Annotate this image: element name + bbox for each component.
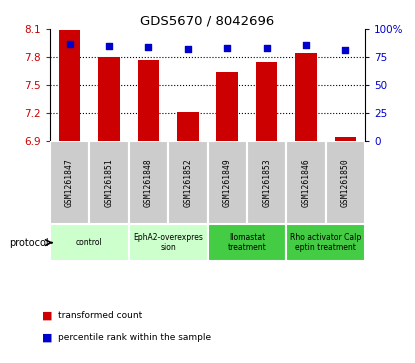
Text: control: control xyxy=(76,238,103,247)
Point xyxy=(105,43,112,49)
Point xyxy=(145,44,152,50)
Text: GSM1261852: GSM1261852 xyxy=(183,158,192,207)
Text: GSM1261847: GSM1261847 xyxy=(65,158,74,207)
Text: GSM1261846: GSM1261846 xyxy=(302,158,310,207)
FancyBboxPatch shape xyxy=(129,224,208,261)
FancyBboxPatch shape xyxy=(50,224,129,261)
Bar xyxy=(334,137,356,142)
FancyBboxPatch shape xyxy=(247,142,286,224)
FancyBboxPatch shape xyxy=(286,142,326,224)
Text: GSM1261851: GSM1261851 xyxy=(105,158,113,207)
Title: GDS5670 / 8042696: GDS5670 / 8042696 xyxy=(140,15,275,28)
FancyBboxPatch shape xyxy=(89,142,129,224)
Point xyxy=(264,45,270,51)
Text: ■: ■ xyxy=(42,333,52,343)
FancyBboxPatch shape xyxy=(168,142,208,224)
FancyBboxPatch shape xyxy=(129,142,168,224)
Bar xyxy=(137,60,159,142)
Text: GSM1261853: GSM1261853 xyxy=(262,158,271,207)
Bar xyxy=(177,113,199,142)
Text: percentile rank within the sample: percentile rank within the sample xyxy=(58,333,211,342)
FancyBboxPatch shape xyxy=(286,224,365,261)
Point xyxy=(303,42,309,48)
FancyBboxPatch shape xyxy=(208,224,286,261)
Bar xyxy=(256,62,278,142)
Text: transformed count: transformed count xyxy=(58,311,142,320)
Text: protocol: protocol xyxy=(10,238,49,248)
FancyBboxPatch shape xyxy=(50,142,89,224)
Text: ■: ■ xyxy=(42,311,52,321)
Text: GSM1261848: GSM1261848 xyxy=(144,158,153,207)
Text: EphA2-overexpres
sion: EphA2-overexpres sion xyxy=(133,233,203,252)
Point xyxy=(342,48,349,53)
Bar xyxy=(98,57,120,142)
Text: GSM1261849: GSM1261849 xyxy=(223,158,232,207)
FancyBboxPatch shape xyxy=(326,142,365,224)
Text: GSM1261850: GSM1261850 xyxy=(341,158,350,207)
Bar xyxy=(59,30,81,142)
Point xyxy=(224,45,231,51)
Text: Rho activator Calp
eptin treatment: Rho activator Calp eptin treatment xyxy=(290,233,361,252)
Bar xyxy=(295,53,317,142)
Bar xyxy=(216,72,238,142)
FancyBboxPatch shape xyxy=(208,142,247,224)
Point xyxy=(66,41,73,46)
Text: Ilomastat
treatment: Ilomastat treatment xyxy=(227,233,266,252)
Point xyxy=(184,46,191,52)
